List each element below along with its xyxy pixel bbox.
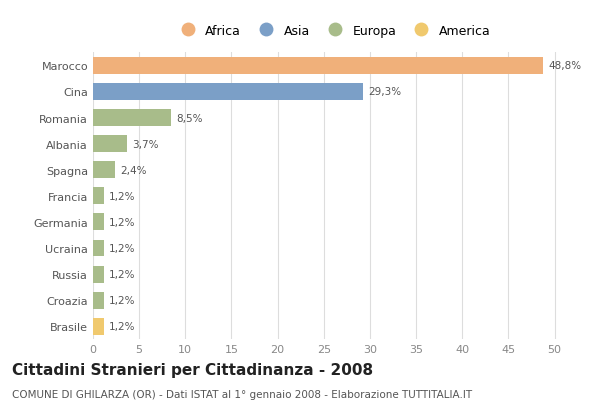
Bar xyxy=(93,292,104,309)
Bar xyxy=(93,214,104,231)
Text: 1,2%: 1,2% xyxy=(109,270,135,279)
Text: 1,2%: 1,2% xyxy=(109,217,135,227)
Text: 1,2%: 1,2% xyxy=(109,243,135,253)
Text: 1,2%: 1,2% xyxy=(109,295,135,306)
Text: 3,7%: 3,7% xyxy=(132,139,158,149)
Text: 1,2%: 1,2% xyxy=(109,321,135,331)
Bar xyxy=(93,266,104,283)
Text: 1,2%: 1,2% xyxy=(109,191,135,201)
Text: COMUNE DI GHILARZA (OR) - Dati ISTAT al 1° gennaio 2008 - Elaborazione TUTTITALI: COMUNE DI GHILARZA (OR) - Dati ISTAT al … xyxy=(12,389,472,399)
Legend: Africa, Asia, Europa, America: Africa, Asia, Europa, America xyxy=(172,21,494,41)
Text: 48,8%: 48,8% xyxy=(548,61,581,71)
Text: Cittadini Stranieri per Cittadinanza - 2008: Cittadini Stranieri per Cittadinanza - 2… xyxy=(12,362,373,377)
Bar xyxy=(93,318,104,335)
Text: 2,4%: 2,4% xyxy=(120,165,146,175)
Bar xyxy=(93,84,364,101)
Bar xyxy=(93,110,172,127)
Text: 29,3%: 29,3% xyxy=(368,87,401,97)
Bar xyxy=(93,240,104,257)
Bar xyxy=(93,58,544,74)
Bar xyxy=(93,136,127,153)
Text: 8,5%: 8,5% xyxy=(176,113,203,123)
Bar xyxy=(93,162,115,179)
Bar xyxy=(93,188,104,205)
